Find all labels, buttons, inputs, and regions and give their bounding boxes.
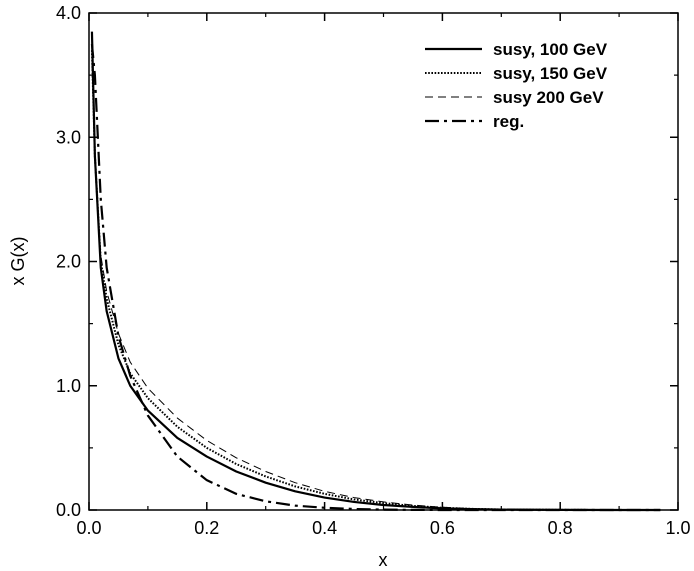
y-tick-label: 1.0 bbox=[56, 376, 81, 396]
legend-label-2: susy, 150 GeV bbox=[493, 64, 608, 83]
y-tick-label: 4.0 bbox=[56, 3, 81, 23]
x-tick-label: 0.2 bbox=[194, 518, 219, 538]
series-line-3 bbox=[91, 62, 661, 511]
legend-label-3: susy 200 GeV bbox=[493, 88, 604, 107]
y-axis-label: x G(x) bbox=[8, 237, 28, 286]
x-axis-label: x bbox=[379, 550, 388, 570]
x-tick-label: 0.0 bbox=[76, 518, 101, 538]
series-line-2 bbox=[90, 50, 661, 511]
series-lines bbox=[90, 31, 661, 512]
x-tick-label: 0.8 bbox=[548, 518, 573, 538]
series-line-4 bbox=[90, 43, 661, 512]
tick-labels: 0.0 0.2 0.4 0.6 0.8 1.0 0.0 1.0 2.0 3.0 4.0 bbox=[56, 3, 691, 538]
y-tick-label: 3.0 bbox=[56, 127, 81, 147]
legend-label-1: susy, 100 GeV bbox=[493, 40, 608, 59]
legend: susy, 100 GeV susy, 150 GeV susy 200 GeV re… bbox=[425, 40, 608, 131]
legend-label-4: reg. bbox=[493, 112, 524, 131]
x-tick-label: 0.6 bbox=[430, 518, 455, 538]
y-tick-label: 0.0 bbox=[56, 500, 81, 520]
y-tick-label: 2.0 bbox=[56, 252, 81, 272]
x-tick-label: 0.4 bbox=[312, 518, 337, 538]
x-tick-label: 1.0 bbox=[665, 518, 690, 538]
